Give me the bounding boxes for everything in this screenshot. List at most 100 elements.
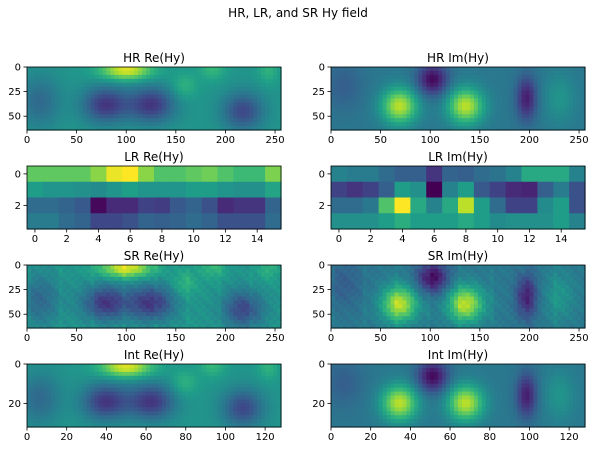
heatmap-cell — [261, 395, 266, 401]
heatmap-cell — [265, 181, 282, 199]
heatmap-cell — [426, 106, 431, 111]
heatmap-cell — [430, 300, 435, 305]
heatmap-cell — [489, 78, 495, 84]
heatmap-cell — [454, 114, 459, 119]
heatmap-cell — [269, 86, 274, 92]
heatmap-cell — [130, 98, 135, 104]
heatmap-cell — [350, 86, 356, 92]
heatmap-cell — [157, 86, 163, 92]
heatmap-cell — [201, 102, 207, 107]
heatmap-cell — [142, 102, 147, 107]
heatmap-cell — [477, 296, 483, 302]
heatmap-cell — [489, 213, 507, 230]
heatmap-cell — [193, 292, 199, 298]
heatmap-cell — [134, 122, 139, 127]
heatmap-cells — [27, 364, 282, 428]
heatmap-cell — [378, 94, 384, 100]
panel-title: HR Im(Hy) — [427, 51, 489, 65]
heatmap-cell — [78, 312, 84, 317]
heatmap-cell — [169, 197, 187, 214]
heatmap-cell — [169, 126, 175, 131]
heatmap-cell — [501, 86, 507, 92]
heatmap-cell — [410, 312, 415, 317]
heatmap-cell — [553, 324, 558, 329]
heatmap-cell — [114, 399, 119, 404]
heatmap-cell — [241, 364, 246, 369]
heatmap-cell — [213, 316, 219, 321]
heatmap-cell — [217, 288, 223, 294]
heatmap-cell — [185, 367, 191, 373]
heatmap-cell — [390, 304, 396, 309]
heatmap-cell — [213, 74, 219, 80]
heatmap-cell — [50, 272, 56, 278]
heatmap-cell — [30, 320, 36, 325]
heatmap-cell — [201, 280, 207, 286]
heatmap-cell — [122, 74, 127, 80]
heatmap-cell — [130, 78, 135, 84]
heatmap-cell — [201, 106, 207, 111]
heatmap-cell — [142, 375, 147, 381]
heatmap-cell — [86, 280, 92, 286]
heatmap-cell — [509, 320, 515, 325]
heatmap-cell — [410, 118, 415, 123]
heatmap-cell — [229, 288, 234, 294]
heatmap-cell — [58, 308, 64, 313]
heatmap-cell — [237, 90, 242, 96]
heatmap-cell — [485, 324, 491, 329]
heatmap-cell — [233, 371, 238, 377]
heatmap-cell — [94, 90, 100, 96]
heatmap-cell — [561, 82, 566, 88]
heatmap-cell — [42, 106, 48, 111]
heatmap-cell — [541, 265, 546, 270]
heatmap-cell — [114, 280, 119, 286]
heatmap-cell — [469, 90, 475, 96]
heatmap-cell — [446, 265, 451, 270]
heatmap-cell — [201, 379, 207, 385]
heatmap-cell — [509, 272, 515, 278]
heatmap-cell — [70, 74, 76, 80]
heatmap-cell — [541, 308, 546, 313]
heatmap-cell — [245, 391, 250, 397]
heatmap-cell — [430, 268, 435, 274]
heatmap-cell — [185, 304, 191, 309]
heatmap-cell — [118, 276, 123, 282]
heatmap-cell — [458, 280, 463, 286]
heatmap-cell — [154, 67, 159, 72]
heatmap-cell — [537, 110, 542, 115]
heatmap-cell — [398, 122, 404, 127]
heatmap-cell — [34, 324, 40, 329]
heatmap-cell — [366, 102, 372, 107]
heatmap-cell — [225, 74, 231, 80]
heatmap-cell — [82, 94, 88, 100]
heatmap-cell — [249, 265, 254, 270]
heatmap-cell — [269, 308, 274, 313]
heatmap-cell — [217, 304, 223, 309]
heatmap-cell — [469, 312, 475, 317]
heatmap-cell — [458, 288, 463, 294]
y-tick-label: 50 — [312, 112, 325, 123]
heatmap-cell — [90, 288, 96, 294]
heatmap-cell — [557, 324, 562, 329]
heatmap-cell — [418, 86, 423, 92]
heatmap-cell — [545, 292, 550, 298]
heatmap-cell — [354, 320, 360, 325]
heatmap-cell — [269, 67, 274, 72]
heatmap-cell — [30, 308, 36, 313]
heatmap-cell — [277, 379, 282, 385]
heatmap-cell — [382, 82, 388, 88]
y-tick-label: 25 — [8, 285, 21, 296]
heatmap-cell — [331, 265, 336, 270]
heatmap-cell — [386, 265, 392, 270]
heatmap-cell — [217, 399, 223, 404]
heatmap-cell — [378, 106, 384, 111]
heatmap-cell — [553, 197, 570, 214]
heatmap-cell — [438, 86, 443, 92]
heatmap-cell — [134, 70, 139, 76]
heatmap-cell — [418, 70, 423, 76]
heatmap-cell — [34, 86, 40, 92]
heatmap-cell — [533, 296, 538, 302]
heatmap-cell — [157, 395, 163, 401]
heatmap-cell — [229, 102, 234, 107]
heatmap-cell — [513, 280, 519, 286]
heatmap-cell — [114, 395, 119, 401]
